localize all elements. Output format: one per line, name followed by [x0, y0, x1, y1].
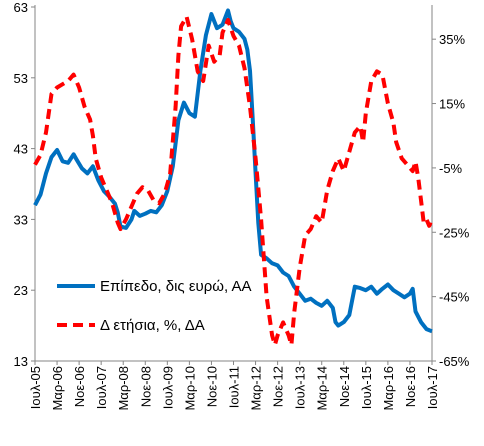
left-tick-label: 33: [14, 212, 28, 227]
x-tick-label: Μαρ-14: [315, 366, 330, 411]
x-tick-label: Ιουλ-11: [227, 366, 242, 408]
legend-label: Δ ετήσια, %, ΔΑ: [100, 317, 205, 334]
x-tick-label: Μαρ-10: [182, 366, 197, 411]
x-tick-label: Μαρ-12: [249, 366, 264, 411]
legend-label: Επίπεδο, δις ευρώ, ΑΑ: [100, 278, 251, 295]
right-tick-label: -5%: [439, 161, 463, 176]
x-tick-label: Μαρ-08: [116, 366, 131, 411]
x-tick-label: Νοε-16: [403, 366, 418, 407]
x-tick-label: Νοε-10: [204, 366, 219, 407]
x-axis-ticks: Ιουλ-05 Μαρ-06 Νοε-06 Ιουλ-07 Μαρ-08 Νοε-08 Ιο…: [28, 361, 440, 411]
x-tick-label: Ιουλ-07: [94, 366, 109, 409]
right-axis-ticks: -65% -45% -25% -5% 15% 35%: [432, 32, 470, 369]
right-tick-label: -25%: [439, 225, 470, 240]
x-tick-label: Ιουλ-13: [293, 366, 308, 409]
left-axis-ticks: 13 23 33 43 53 63: [14, 0, 35, 369]
right-tick-label: 15%: [439, 97, 465, 112]
x-tick-label: Νοε-06: [72, 366, 87, 407]
x-tick-label: Ιουλ-17: [425, 366, 440, 409]
left-tick-label: 43: [14, 142, 28, 157]
left-tick-label: 13: [14, 354, 28, 369]
right-tick-label: -65%: [439, 354, 470, 369]
x-tick-label: Ιουλ-15: [359, 366, 374, 409]
left-tick-label: 63: [14, 0, 28, 15]
x-tick-label: Νοε-14: [337, 366, 352, 407]
right-tick-label: -45%: [439, 290, 470, 305]
right-tick-label: 35%: [439, 32, 465, 47]
x-tick-label: Νοε-12: [271, 366, 286, 407]
x-tick-label: Ιουλ-05: [28, 366, 43, 409]
x-tick-label: Μαρ-16: [381, 366, 396, 411]
legend: Επίπεδο, δις ευρώ, ΑΑ Δ ετήσια, %, ΔΑ: [57, 278, 251, 334]
series-layer: [33, 8, 434, 347]
x-tick-label: Μαρ-06: [50, 366, 65, 411]
x-tick-label: Ιουλ-09: [160, 366, 175, 409]
left-tick-label: 53: [14, 71, 28, 86]
left-tick-label: 23: [14, 283, 28, 298]
series-line-yoy-change: [33, 14, 434, 347]
axes: [34, 5, 433, 362]
x-tick-label: Νοε-08: [138, 366, 153, 407]
